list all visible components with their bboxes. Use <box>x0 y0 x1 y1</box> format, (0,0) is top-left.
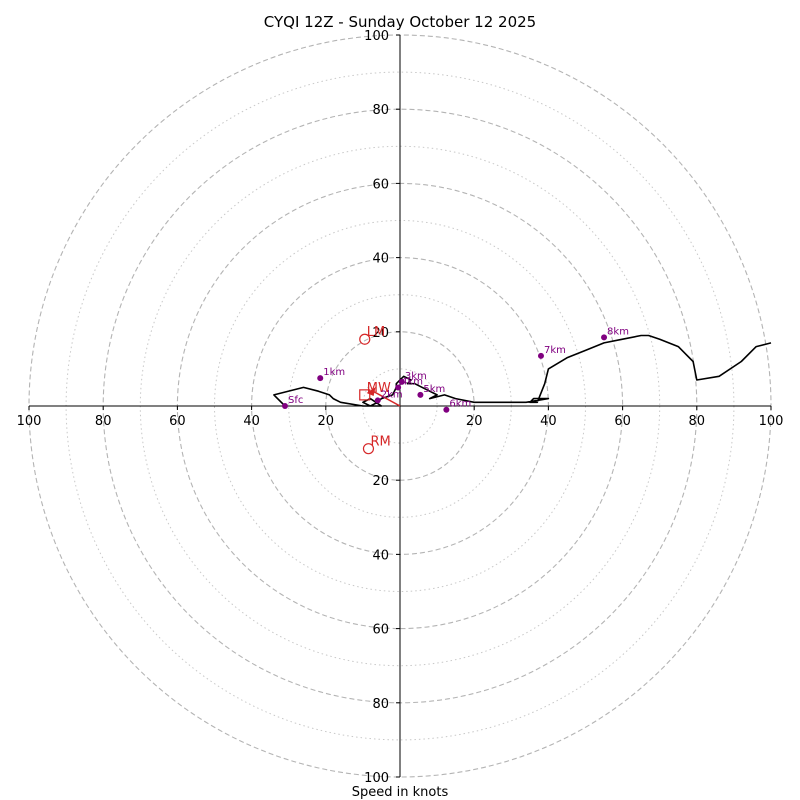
x-tick-label: 80 <box>689 414 706 429</box>
storm-motion-arrow-line <box>372 390 401 407</box>
lm-motion-label: LM <box>367 325 385 340</box>
x-tick-label: 100 <box>759 414 784 429</box>
mean-wind-marker <box>359 389 371 401</box>
y-tick-label: 60 <box>372 623 389 638</box>
lm-motion-marker <box>359 333 371 345</box>
height-marker-6km <box>443 406 450 413</box>
y-tick-label: 80 <box>372 103 389 118</box>
x-tick-label: 20 <box>318 414 335 429</box>
y-tick-label: 20 <box>372 474 389 489</box>
height-marker-2km <box>374 397 381 404</box>
height-label-5km: 5km <box>423 384 445 395</box>
y-tick-label: 80 <box>372 697 389 712</box>
height-label-6km: 6km <box>449 399 471 410</box>
height-label-8km: 8km <box>607 326 629 337</box>
y-tick-label: 60 <box>372 177 389 192</box>
x-tick-label: 40 <box>243 414 260 429</box>
storm-motion-markers: LM MW RM <box>359 325 401 455</box>
wind-trace <box>273 334 772 407</box>
rm-motion-label: RM <box>370 435 390 450</box>
height-label-3km: 3km <box>405 371 427 382</box>
y-tick-label: 20 <box>372 326 389 341</box>
height-marker-5km <box>417 391 424 398</box>
y-tick-label: 100 <box>364 29 389 44</box>
y-tick-label: 40 <box>372 252 389 267</box>
height-marker-Sfc <box>281 403 288 409</box>
storm-motion-arrow-head <box>366 387 376 397</box>
height-marker-7km <box>537 352 544 359</box>
height-label-Sfc: Sfc <box>288 395 303 406</box>
height-label-7km: 7km <box>544 345 566 356</box>
height-label-1km: 1km <box>323 367 345 378</box>
height-label-4km: 4km <box>401 376 423 387</box>
hodograph-trace-line <box>273 334 772 407</box>
x-tick-label: 80 <box>95 414 112 429</box>
mw-motion-label: MW <box>367 381 391 396</box>
height-marker-3km <box>398 378 405 385</box>
y-tick-label: 40 <box>372 548 389 563</box>
y-tick-label: 100 <box>364 771 389 786</box>
x-tick-label: 40 <box>540 414 557 429</box>
height-marker-4km <box>395 384 402 391</box>
height-marker-8km <box>601 334 608 341</box>
x-tick-label: 100 <box>17 414 42 429</box>
rm-motion-marker <box>362 443 375 455</box>
chart-title: CYQI 12Z - Sunday October 12 2025 <box>264 13 536 31</box>
x-tick-label: 60 <box>169 414 186 429</box>
height-label-2km: 2km <box>381 389 403 400</box>
x-axis-label: Speed in knots <box>352 785 449 800</box>
x-tick-label: 20 <box>466 414 483 429</box>
tick-labels: 100 80 60 40 20 20 40 60 80 100 100 80 60 40 20 20 40 60 8… <box>17 29 784 786</box>
height-marker-1km <box>317 375 324 382</box>
x-tick-label: 60 <box>614 414 631 429</box>
